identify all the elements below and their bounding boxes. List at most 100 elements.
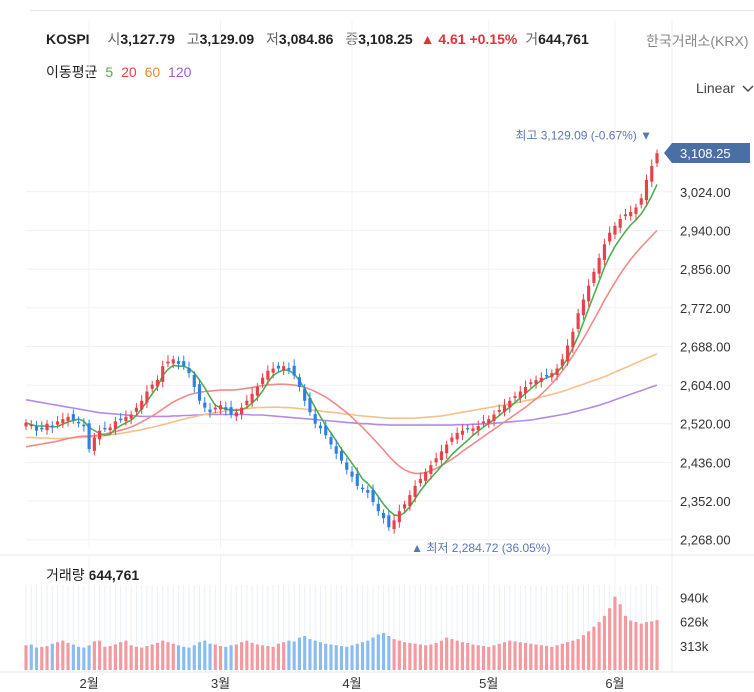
candle-body — [297, 377, 302, 387]
candle-body — [66, 416, 70, 421]
current-price-tag — [664, 143, 750, 164]
volume-bar — [98, 640, 102, 670]
candle-body — [560, 359, 564, 366]
volume-label: 거 — [525, 31, 539, 47]
volume-bar — [539, 645, 543, 670]
ma5-legend[interactable]: 5 — [105, 64, 114, 80]
low-annotation: ▲ 최저 2,284.72 (36.05%) — [411, 541, 550, 555]
volume-value: 644,761 — [538, 31, 589, 47]
top-border — [30, 10, 754, 11]
candle-body — [119, 418, 123, 421]
candle-body — [544, 374, 549, 377]
candle-body — [650, 166, 654, 182]
volume-title: 거래량 644,761 — [46, 565, 139, 585]
volume-bar — [597, 622, 601, 670]
price-header: KOSPI 시3,127.79 고3,129.09 저3,084.86 종3,1… — [46, 29, 593, 49]
candle-body — [150, 384, 154, 389]
scale-label: Linear — [696, 80, 735, 96]
candle-body — [439, 451, 443, 461]
candle-body — [113, 421, 117, 430]
volume-tick-label: 313k — [680, 639, 709, 654]
volume-bar — [187, 647, 191, 670]
volume-bar — [513, 641, 517, 670]
volume-bar — [424, 645, 428, 670]
candle-body — [381, 513, 386, 519]
volume-bar — [502, 642, 507, 670]
candle-body — [550, 373, 554, 378]
volume-bar — [644, 622, 649, 670]
volume-bar — [581, 635, 585, 670]
volume-bar — [381, 632, 386, 670]
y-tick-label: 2,856.00 — [680, 262, 731, 277]
candle-body — [450, 437, 454, 442]
ma20-legend[interactable]: 20 — [121, 64, 137, 80]
volume-bar — [129, 645, 133, 670]
candle-body — [61, 419, 65, 424]
ma5-line — [25, 184, 658, 517]
high-value: 3,129.09 — [199, 31, 255, 47]
y-tick-label: 2,520.00 — [680, 417, 731, 432]
candle-body — [82, 424, 86, 427]
volume-bar — [376, 634, 380, 670]
volume-bar — [429, 644, 433, 670]
volume-bar — [639, 623, 643, 670]
candle-body — [255, 386, 259, 396]
y-tick-label: 2,268.00 — [680, 533, 731, 548]
volume-bar — [182, 646, 186, 670]
y-tick-label: 2,436.00 — [680, 455, 731, 470]
candle-body — [71, 414, 75, 421]
x-tick-label: 4월 — [342, 676, 361, 691]
volume-bar — [113, 644, 117, 670]
volume-bar — [318, 642, 323, 670]
candle-body — [29, 424, 33, 427]
volume-bar — [197, 642, 202, 670]
volume-bar — [324, 643, 328, 670]
candle-body — [376, 503, 380, 512]
y-tick-label: 2,940.00 — [680, 223, 731, 238]
candle-body — [34, 426, 39, 431]
volume-bar — [560, 643, 564, 670]
volume-bar — [613, 596, 617, 670]
candle-body — [266, 370, 270, 380]
volume-bar — [350, 645, 354, 670]
ma20-line — [25, 229, 658, 475]
volume-bar — [245, 640, 249, 670]
candle-body — [287, 368, 291, 370]
candle-body — [360, 487, 365, 490]
candle-body — [597, 258, 601, 274]
volume-bar — [34, 647, 39, 670]
candle-body — [455, 432, 459, 440]
volume-bar — [313, 640, 317, 670]
candle-body — [655, 153, 659, 164]
candle-body — [623, 214, 628, 217]
volume-bar — [397, 640, 401, 670]
chevron-down-icon — [742, 85, 754, 92]
volume-bar — [134, 646, 139, 670]
candle-body — [639, 198, 643, 205]
candle-body — [24, 422, 28, 427]
open-value: 3,127.79 — [120, 31, 175, 47]
volume-bar — [471, 644, 475, 670]
candle-body — [292, 365, 296, 376]
ma60-legend[interactable]: 60 — [144, 64, 161, 80]
candle-body — [245, 400, 249, 405]
candle-body — [234, 412, 238, 417]
candle-body — [203, 402, 207, 408]
volume-bar — [544, 646, 549, 670]
scale-dropdown[interactable]: Linear — [696, 80, 754, 96]
candle-body — [587, 285, 591, 302]
candle-body — [539, 377, 543, 382]
volume-bar — [92, 641, 96, 670]
volume-tick-label: 626k — [680, 615, 709, 630]
candle-body — [602, 244, 606, 260]
ma120-legend[interactable]: 120 — [168, 64, 192, 80]
candle-body — [108, 427, 112, 431]
candle-body — [476, 426, 480, 431]
volume-bar — [155, 642, 160, 670]
volume-bar — [608, 608, 612, 670]
volume-bar — [229, 645, 233, 670]
candle-body — [218, 405, 223, 410]
volume-bar — [218, 646, 223, 670]
volume-bar — [476, 645, 480, 670]
